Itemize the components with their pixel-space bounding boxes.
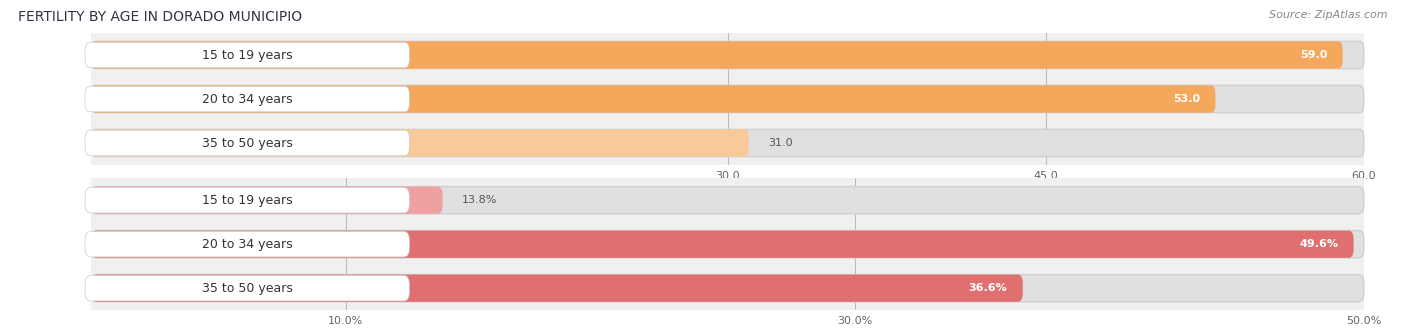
Text: 35 to 50 years: 35 to 50 years — [202, 282, 292, 295]
FancyBboxPatch shape — [91, 275, 1364, 302]
FancyBboxPatch shape — [91, 41, 1364, 69]
Text: 35 to 50 years: 35 to 50 years — [202, 137, 292, 149]
Text: 15 to 19 years: 15 to 19 years — [202, 49, 292, 61]
FancyBboxPatch shape — [84, 187, 409, 213]
FancyBboxPatch shape — [84, 130, 409, 156]
FancyBboxPatch shape — [91, 186, 443, 214]
FancyBboxPatch shape — [91, 275, 1022, 302]
FancyBboxPatch shape — [84, 86, 409, 112]
FancyBboxPatch shape — [91, 129, 749, 157]
Text: Source: ZipAtlas.com: Source: ZipAtlas.com — [1270, 10, 1388, 20]
FancyBboxPatch shape — [91, 231, 1354, 258]
FancyBboxPatch shape — [91, 85, 1215, 113]
Text: 31.0: 31.0 — [768, 138, 793, 148]
FancyBboxPatch shape — [84, 276, 409, 301]
FancyBboxPatch shape — [91, 41, 1343, 69]
FancyBboxPatch shape — [91, 186, 1364, 214]
Text: 13.8%: 13.8% — [461, 195, 498, 205]
FancyBboxPatch shape — [91, 129, 1364, 157]
FancyBboxPatch shape — [91, 85, 1364, 113]
Text: 20 to 34 years: 20 to 34 years — [202, 238, 292, 251]
FancyBboxPatch shape — [84, 231, 409, 257]
FancyBboxPatch shape — [84, 42, 409, 68]
Text: 49.6%: 49.6% — [1299, 239, 1339, 249]
Text: 15 to 19 years: 15 to 19 years — [202, 194, 292, 207]
Text: 59.0: 59.0 — [1301, 50, 1327, 60]
Text: 36.6%: 36.6% — [969, 283, 1008, 293]
FancyBboxPatch shape — [91, 231, 1364, 258]
Text: FERTILITY BY AGE IN DORADO MUNICIPIO: FERTILITY BY AGE IN DORADO MUNICIPIO — [18, 10, 302, 24]
Text: 53.0: 53.0 — [1173, 94, 1201, 104]
Text: 20 to 34 years: 20 to 34 years — [202, 92, 292, 106]
